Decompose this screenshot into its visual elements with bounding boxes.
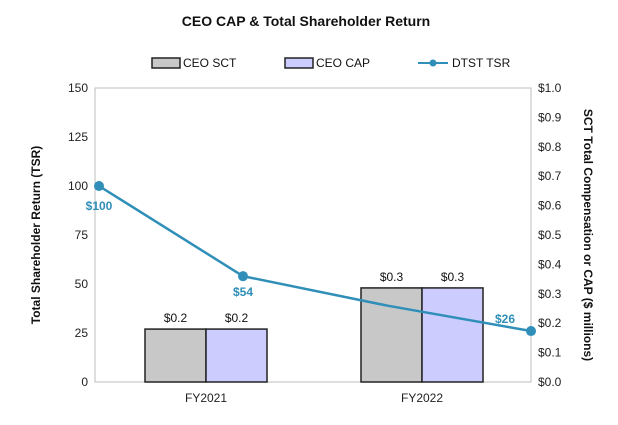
bar-labels: $0.2 $0.2 $0.3 $0.3 (164, 270, 465, 325)
bars (144, 287, 484, 383)
tsr-point (94, 181, 104, 191)
tsr-line (98, 184, 532, 333)
bar-ceo-cap-fy2021 (205, 328, 268, 383)
left-tick-label: 50 (75, 277, 89, 291)
right-axis-title: SCT Total Compensation or CAP ($ million… (581, 109, 595, 361)
left-tick-label: 125 (68, 130, 88, 144)
left-tick-label: 0 (81, 375, 88, 389)
legend-swatch-ceo-cap (284, 57, 314, 69)
left-axis-title: Total Shareholder Return (TSR) (29, 146, 43, 324)
x-axis-ticks: FY2021 FY2022 (185, 391, 443, 405)
x-tick-label: FY2021 (185, 391, 227, 405)
bar-data-label: $0.2 (225, 311, 249, 325)
right-tick-label: $0.6 (538, 199, 562, 213)
bar-data-label: $0.3 (380, 270, 404, 284)
bar-data-label: $0.3 (441, 270, 465, 284)
right-tick-label: $0.4 (538, 257, 562, 271)
chart-title: CEO CAP & Total Shareholder Return (182, 13, 430, 29)
right-tick-label: $0.5 (538, 228, 562, 242)
right-tick-label: $0.8 (538, 140, 562, 154)
legend-label-ceo-sct: CEO SCT (183, 56, 237, 70)
x-tick-label: FY2022 (401, 391, 443, 405)
legend-swatch-ceo-sct (151, 57, 181, 69)
right-tick-label: $0.2 (538, 316, 562, 330)
left-tick-label: 25 (75, 326, 89, 340)
bar-ceo-sct-fy2021 (144, 328, 207, 383)
tsr-point (526, 326, 536, 337)
right-tick-label: $0.7 (538, 169, 562, 183)
right-tick-label: $1.0 (538, 81, 562, 95)
legend: CEO SCT CEO CAP DTST TSR (151, 56, 511, 70)
left-tick-label: 75 (75, 228, 89, 242)
left-tick-label: 100 (68, 179, 88, 193)
tsr-data-label: $26 (495, 312, 515, 326)
right-tick-label: $0.0 (538, 375, 562, 389)
bar-ceo-cap-fy2022 (421, 287, 484, 383)
tsr-series: $100 $54 $26 (86, 181, 536, 337)
legend-marker-dtst-tsr (429, 59, 437, 67)
right-axis-ticks: $0.0 $0.1 $0.2 $0.3 $0.4 $0.5 $0.6 $0.7 $0.8 $0.9… (538, 81, 562, 389)
plot-area (94, 87, 532, 383)
tsr-point (238, 271, 248, 282)
tsr-data-label: $100 (86, 199, 113, 213)
bar-data-label: $0.2 (164, 311, 188, 325)
left-tick-label: 150 (68, 81, 88, 95)
right-tick-label: $0.3 (538, 287, 562, 301)
legend-label-dtst-tsr: DTST TSR (452, 56, 511, 70)
tsr-data-label: $54 (233, 285, 253, 299)
right-tick-label: $0.1 (538, 346, 562, 360)
left-axis-ticks: 0 25 50 75 100 125 150 (68, 81, 88, 389)
legend-label-ceo-cap: CEO CAP (316, 56, 370, 70)
right-tick-label: $0.9 (538, 110, 562, 124)
